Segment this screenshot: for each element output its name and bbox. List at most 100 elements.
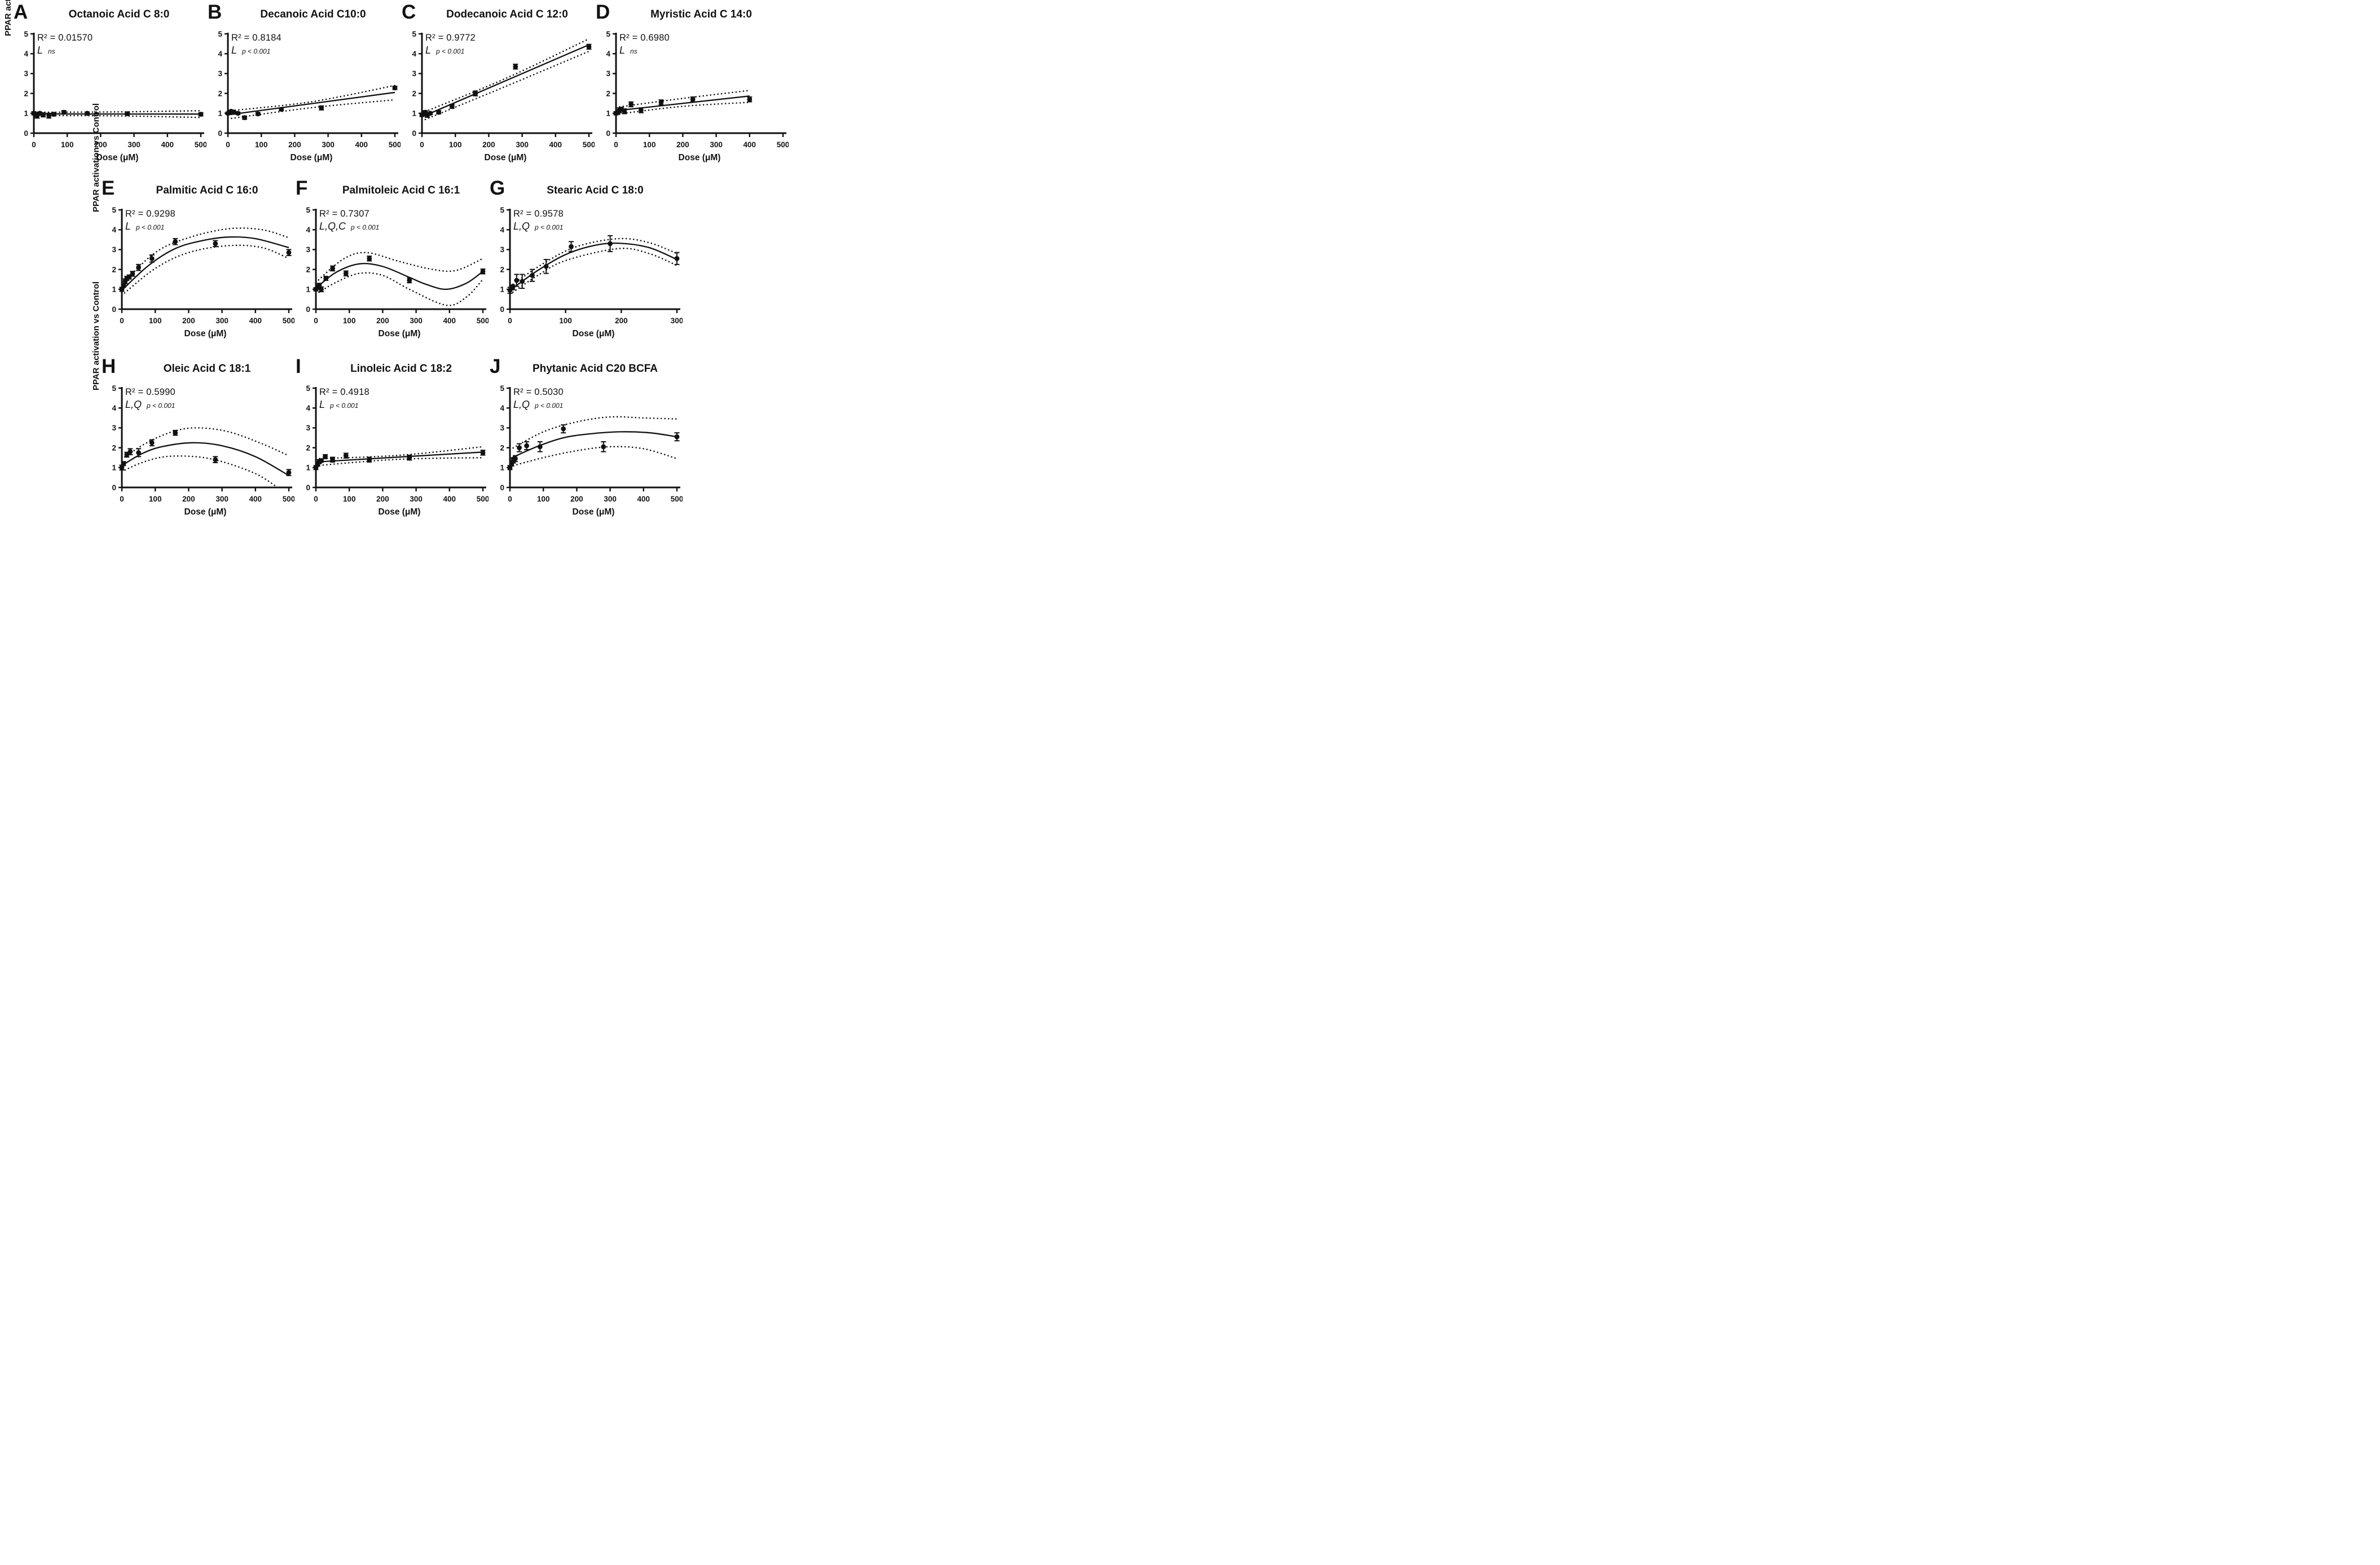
dose-response-chart: 0 1 2 3 4 5 0 100 200 300 400 500 Dose (μM) [606, 30, 789, 162]
panel-header: A Octanoic Acid C 8:0 [12, 1, 206, 28]
svg-text:300: 300 [215, 316, 228, 325]
svg-text:0: 0 [112, 305, 116, 314]
axis-tick-labels: 0 1 2 3 4 5 0 100 200 300 400 500 [112, 206, 294, 325]
axes [613, 33, 786, 137]
svg-text:300: 300 [604, 495, 617, 503]
svg-text:0: 0 [112, 483, 116, 492]
dose-response-chart: 0 1 2 3 4 5 0 100 200 300 400 500 Dose (μM) [218, 30, 401, 162]
fit-line [421, 44, 589, 118]
dose-response-chart: 0 1 2 3 4 5 0 100 200 300 400 500 Dose (μM) [412, 30, 595, 162]
panel-title: Oleic Acid C 18:1 [163, 363, 251, 375]
svg-text:500: 500 [283, 495, 294, 503]
confidence-band [509, 416, 678, 468]
x-axis-title: Dose (μM) [184, 329, 227, 339]
svg-text:300: 300 [710, 140, 723, 149]
svg-text:500: 500 [777, 140, 789, 149]
panel-letter: G [490, 177, 505, 199]
fit-line [315, 451, 483, 463]
svg-text:0: 0 [32, 140, 36, 149]
svg-text:400: 400 [355, 140, 368, 149]
x-axis-title: Dose (μM) [379, 507, 421, 517]
svg-text:1: 1 [606, 109, 610, 118]
panel-header: B Decanoic Acid C10:0 [206, 1, 401, 28]
svg-text:0: 0 [500, 483, 504, 492]
svg-text:5: 5 [306, 384, 310, 393]
svg-text:5: 5 [606, 30, 610, 38]
svg-text:100: 100 [343, 495, 356, 503]
panel-title: Palmitic Acid C 16:0 [156, 184, 258, 196]
data-points [119, 429, 292, 476]
svg-text:100: 100 [537, 495, 550, 503]
axes [313, 387, 486, 491]
svg-text:1: 1 [24, 109, 28, 118]
svg-text:5: 5 [500, 384, 504, 393]
svg-text:3: 3 [306, 245, 310, 254]
svg-text:400: 400 [443, 495, 456, 503]
svg-text:3: 3 [606, 69, 610, 78]
x-axis-title: Dose (μM) [485, 153, 527, 162]
svg-text:1: 1 [112, 464, 116, 472]
fit-line [227, 91, 395, 116]
svg-text:100: 100 [449, 140, 462, 149]
svg-text:3: 3 [500, 245, 504, 254]
svg-text:100: 100 [255, 140, 268, 149]
panel-letter: C [402, 1, 416, 23]
svg-text:200: 200 [482, 140, 495, 149]
svg-text:4: 4 [112, 226, 116, 234]
x-axis-title: Dose (μM) [96, 153, 139, 162]
svg-text:2: 2 [112, 265, 116, 274]
panel-J: J Phytanic Acid C20 BCFA 0 1 2 3 4 5 0 100 200 30… [489, 355, 683, 525]
svg-text:500: 500 [477, 495, 489, 503]
svg-text:0: 0 [508, 495, 512, 503]
x-axis-title: Dose (μM) [679, 153, 721, 162]
panel-title: Stearic Acid C 18:0 [547, 184, 644, 196]
fit-line [509, 431, 678, 460]
x-axis-title: Dose (μM) [184, 507, 227, 517]
dose-response-chart: 0 1 2 3 4 5 0 100 200 300 400 500 Dose (μM) [112, 384, 294, 517]
svg-text:100: 100 [559, 316, 572, 325]
svg-text:400: 400 [549, 140, 562, 149]
svg-text:1: 1 [306, 285, 310, 294]
svg-text:0: 0 [420, 140, 424, 149]
svg-text:300: 300 [671, 316, 683, 325]
panel-header: H Oleic Acid C 18:1 [100, 355, 294, 383]
axis-tick-labels: 0 1 2 3 4 5 0 100 200 300 400 500 [500, 384, 683, 503]
plot-area: 0 1 2 3 4 5 0 100 200 300 400 500 Dose (μM) R² = 0.7… [294, 204, 489, 346]
svg-text:200: 200 [570, 495, 583, 503]
data-points [613, 96, 753, 116]
confidence-band [227, 85, 396, 120]
svg-text:3: 3 [112, 245, 116, 254]
axis-tick-labels: 0 1 2 3 4 5 0 100 200 300 400 500 [606, 30, 789, 149]
panel-letter: F [296, 177, 308, 199]
svg-text:400: 400 [161, 140, 174, 149]
data-points [119, 238, 292, 292]
svg-text:4: 4 [306, 404, 310, 412]
panel-title: Palmitoleic Acid C 16:1 [342, 184, 460, 196]
x-axis-title: Dose (μM) [291, 153, 333, 162]
panel-title: Myristic Acid C 14:0 [650, 8, 752, 20]
dose-response-chart: 0 1 2 3 4 5 0 100 200 300 400 500 Dose (μM) [306, 384, 489, 517]
svg-text:3: 3 [24, 69, 28, 78]
svg-text:4: 4 [112, 404, 116, 412]
confidence-band [615, 90, 751, 115]
svg-text:400: 400 [637, 495, 650, 503]
svg-text:300: 300 [215, 495, 228, 503]
svg-text:100: 100 [343, 316, 356, 325]
svg-text:4: 4 [500, 404, 504, 412]
panel-B: B Decanoic Acid C10:0 0 1 2 3 4 5 0 100 200 300 40… [206, 1, 401, 170]
svg-text:5: 5 [112, 206, 116, 214]
svg-text:0: 0 [218, 129, 222, 138]
panel-G: G Stearic Acid C 18:0 0 1 2 3 4 5 0 100 200 300 Do… [489, 177, 683, 346]
svg-text:1: 1 [306, 464, 310, 472]
svg-text:3: 3 [218, 69, 222, 78]
data-points [507, 424, 680, 471]
svg-text:3: 3 [412, 69, 416, 78]
dose-response-chart: 0 1 2 3 4 5 0 100 200 300 400 500 Dose (μM) [500, 384, 683, 517]
svg-text:2: 2 [306, 265, 310, 274]
axis-tick-labels: 0 1 2 3 4 5 0 100 200 300 400 500 [306, 206, 489, 325]
confidence-band [421, 38, 590, 122]
svg-text:200: 200 [615, 316, 628, 325]
fit-line [121, 236, 289, 291]
plot-area: 0 1 2 3 4 5 0 100 200 300 400 500 Dose (μM) R² = 0.9… [100, 204, 294, 346]
axes [118, 209, 292, 313]
